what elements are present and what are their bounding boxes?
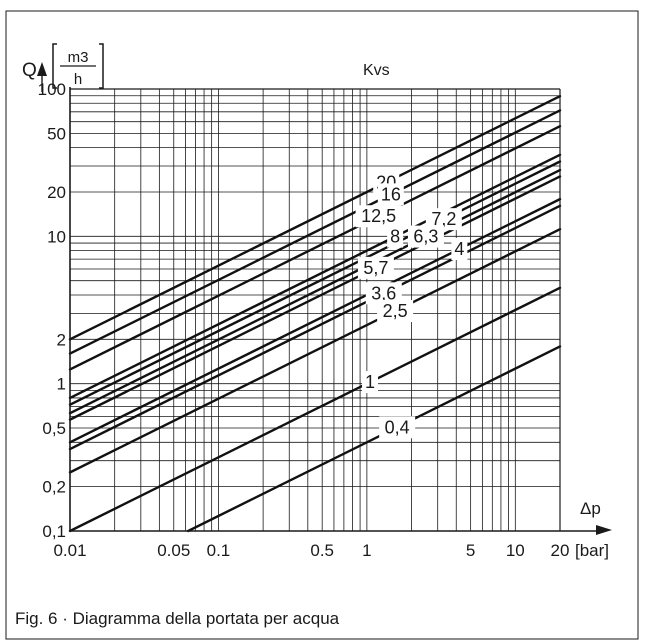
legend-title: Kvs <box>363 62 390 79</box>
y-tick-label: 0,1 <box>42 522 66 541</box>
series-label-bg <box>451 238 468 261</box>
series-label-bg <box>362 371 379 394</box>
x-tick-label: 0.01 <box>53 541 86 560</box>
axes <box>41 76 598 532</box>
unit-bracket-right <box>99 43 104 89</box>
y-unit-denominator: h <box>74 71 82 88</box>
series-label: 7,2 <box>431 209 456 229</box>
series-label: 5,7 <box>363 258 388 278</box>
series-line-kvs <box>68 153 562 400</box>
series-label: 1 <box>365 372 375 392</box>
unit-bracket-left <box>52 43 57 89</box>
series-label-bg <box>357 256 394 279</box>
axis-titles: Q m3 h Kvs Δp [bar] <box>22 43 612 560</box>
y-tick-label: 100 <box>38 80 66 99</box>
series-label-bg <box>355 205 402 228</box>
x-unit: [bar] <box>575 541 609 560</box>
y-tick-label: 50 <box>47 124 66 143</box>
series-line-kvs <box>68 160 562 406</box>
series-line-kvs <box>68 125 562 371</box>
series-label-bg <box>407 225 444 248</box>
x-tick-label: 1 <box>362 541 371 560</box>
tick-labels: 0.01 0.05 0.1 0.5 1 5 10 20 0,1 0,2 0,5 1 2 10 20 50 100 <box>38 80 570 560</box>
series-label: 8 <box>390 227 400 247</box>
series-line-kvs <box>68 197 562 444</box>
x-axis-symbol: Δp <box>580 499 601 518</box>
y-tick-label: 20 <box>47 183 66 202</box>
series-line-kvs <box>68 168 562 415</box>
series-label-bg <box>365 282 402 305</box>
y-unit-numerator: m3 <box>68 49 89 66</box>
x-tick-label: 5 <box>466 541 475 560</box>
series-label: 2,5 <box>383 301 408 321</box>
x-axis-arrow-icon <box>596 525 612 535</box>
series-label: 0,4 <box>385 417 410 437</box>
y-tick-label: 10 <box>47 227 66 246</box>
y-tick-label: 2 <box>57 330 66 349</box>
series-line-kvs <box>68 227 562 474</box>
y-axis-arrow-icon <box>37 62 47 76</box>
series-lines <box>68 94 562 533</box>
x-tick-label: 0.05 <box>157 541 190 560</box>
series-label-bg <box>379 416 416 439</box>
series-line-kvs <box>68 204 562 451</box>
x-tick-label: 20 <box>551 541 570 560</box>
series-label: 16 <box>381 184 401 204</box>
series-label-bg <box>377 300 414 323</box>
series-label-bg <box>425 208 462 231</box>
x-tick-label: 0.1 <box>207 541 231 560</box>
x-tick-label: 0.5 <box>310 541 334 560</box>
series-label: 12,5 <box>361 206 396 226</box>
series-line-kvs <box>68 286 562 533</box>
series-label: 6,3 <box>413 227 438 247</box>
y-axis-symbol: Q <box>22 60 37 81</box>
figure-frame <box>5 10 639 640</box>
series-label-bg <box>377 183 404 206</box>
series-line-kvs <box>68 175 562 421</box>
series-label: 4 <box>454 239 464 259</box>
y-tick-label: 1 <box>57 375 66 394</box>
series-line-kvs <box>186 345 562 533</box>
x-tick-label: 10 <box>506 541 525 560</box>
series-line-kvs <box>68 94 562 341</box>
y-tick-label: 0,5 <box>42 419 66 438</box>
figure-caption: Fig. 6 · Diagramma della portata per acq… <box>15 609 340 628</box>
series-label-bg <box>387 225 404 248</box>
grid <box>70 89 561 531</box>
series-line-kvs <box>68 109 562 355</box>
series-label: 3,6 <box>371 283 396 303</box>
y-tick-label: 0,2 <box>42 478 66 497</box>
